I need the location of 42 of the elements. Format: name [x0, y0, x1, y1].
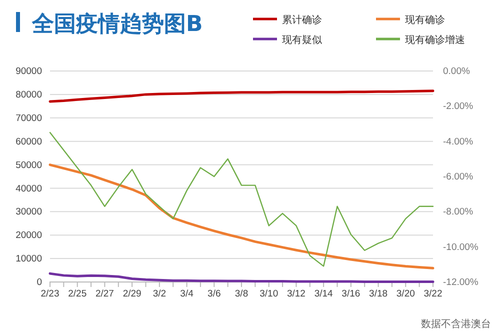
x-tick-label: 3/12 [286, 288, 306, 300]
x-tick-label: 3/2 [152, 288, 166, 300]
chart-title: 全国疫情趋势图B [31, 12, 203, 37]
x-tick-label: 3/14 [314, 288, 333, 300]
legend-label: 现有疑似 [282, 34, 322, 46]
y2-tick-label: 0.00% [443, 66, 470, 78]
x-tick-label: 2/27 [95, 288, 114, 300]
y-tick-label: 70000 [16, 112, 42, 124]
y2-tick-label: -4.00% [443, 136, 474, 148]
x-tick-label: 3/16 [342, 288, 360, 300]
y2-tick-label: -2.00% [443, 101, 474, 112]
y2-tick-label: -8.00% [443, 206, 474, 218]
line-series [48, 164, 434, 270]
legend-label: 现有确诊增速 [405, 34, 465, 46]
y-tick-label: 20000 [16, 230, 42, 242]
x-tick-label: 2/29 [122, 288, 142, 300]
legend-label: 现有确诊 [405, 14, 445, 26]
line-series [48, 272, 434, 284]
y-tick-label: 50000 [16, 160, 42, 171]
text: 数据不含港澳台 [421, 318, 491, 330]
y2-tick-label: -10.00% [443, 242, 479, 253]
y-tick-label: 90000 [16, 66, 42, 78]
line-series [48, 90, 434, 103]
y-tick-label: 60000 [16, 136, 42, 148]
y-tick-label: 0 [36, 277, 42, 288]
x-tick-label: 2/25 [68, 288, 87, 300]
x-tick-label: 3/22 [424, 288, 442, 300]
y-tick-label: 30000 [16, 206, 42, 218]
x-tick-label: 3/6 [208, 288, 221, 300]
x-tick-label: 3/18 [369, 288, 388, 300]
y-tick-label: 80000 [16, 89, 42, 100]
x-tick-label: 3/20 [396, 288, 415, 300]
y2-tick-label: -12.00% [443, 277, 479, 288]
y-tick-label: 10000 [16, 254, 42, 265]
x-tick-label: 2/23 [40, 288, 60, 300]
x-tick-label: 3/8 [234, 288, 248, 300]
legend-label: 累计确诊 [282, 14, 322, 26]
x-tick-label: 3/4 [180, 288, 194, 300]
y-tick-label: 40000 [16, 183, 42, 194]
line-series [49, 132, 434, 267]
y2-tick-label: -6.00% [443, 172, 474, 183]
x-tick-label: 3/10 [260, 288, 278, 300]
